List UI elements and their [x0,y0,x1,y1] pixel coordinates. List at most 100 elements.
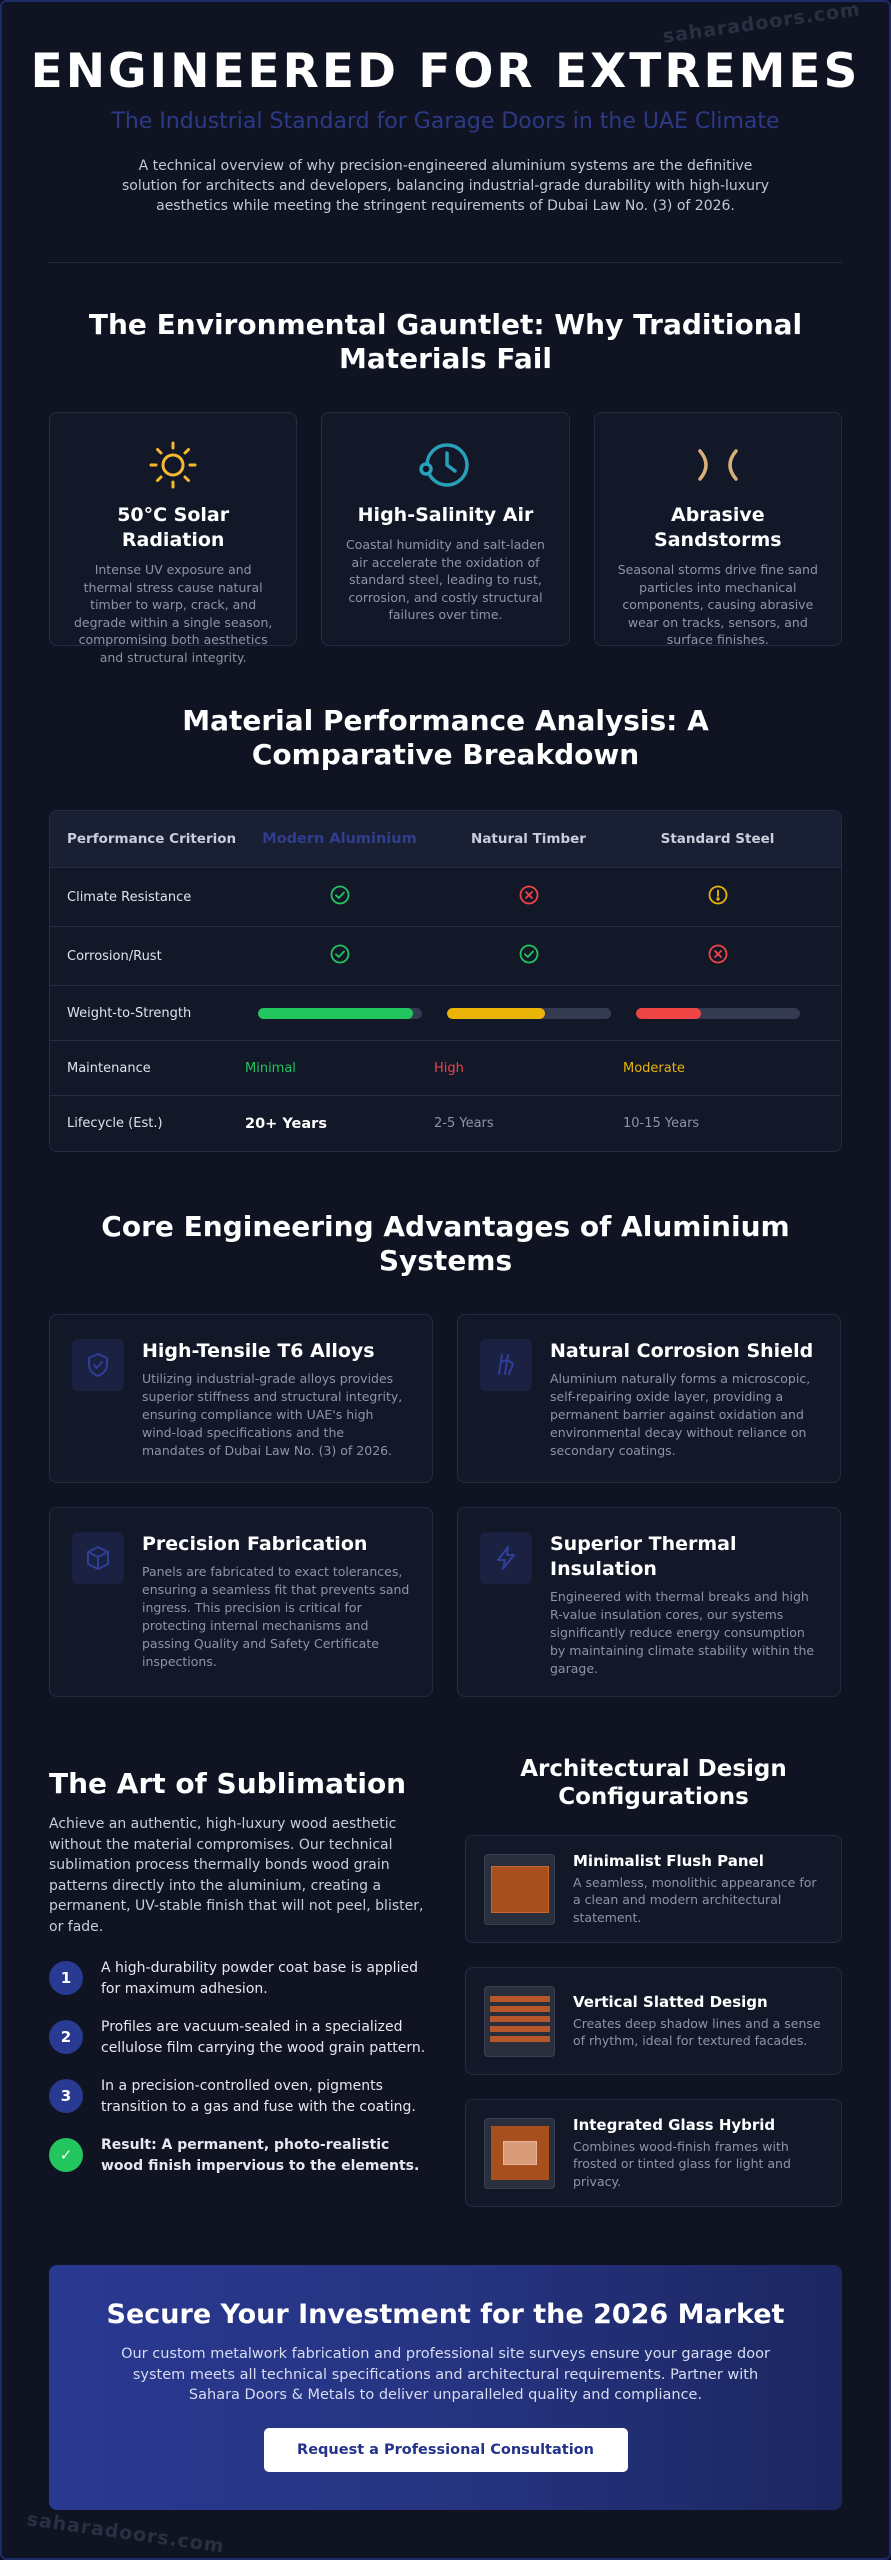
sublimation-configs-section: The Art of Sublimation Achieve an authen… [49,1755,842,2207]
advantage-title: Superior Thermal Insulation [550,1533,737,1580]
check-circle-icon [245,885,434,909]
header-criterion: Performance Criterion [67,831,237,847]
step-text: A high-durability powder coat base is ap… [101,1960,418,1997]
step-number: 3 [49,2079,83,2113]
advantage-card-thermal: Superior Thermal Insulation Engineered w… [457,1507,841,1697]
bar-fill [446,1007,545,1019]
step-number: 1 [49,1961,83,1995]
table-row: Corrosion/Rust [50,926,841,985]
cube-icon [72,1532,124,1584]
gauntlet-title: The Environmental Gauntlet: Why Traditio… [88,308,803,375]
hero-intro: A technical overview of why precision-en… [121,158,769,214]
process-step-result: ✓ Result: A permanent, photo-realistic w… [49,2137,429,2177]
flush-panel-thumbnail [484,1853,555,1925]
header-steel: Standard Steel [660,831,775,847]
maintenance-timber: High [434,1061,623,1076]
advantage-card-alloys: High-Tensile T6 Alloys Utilizing industr… [49,1314,433,1483]
gauntlet-card-text: Coastal humidity and salt-laden air acce… [346,537,545,622]
maintenance-value: Minimal [245,1060,296,1076]
lightning-icon [480,1532,532,1584]
config-title: Integrated Glass Hybrid [573,2115,776,2134]
hero-section: ENGINEERED FOR EXTREMES The Industrial S… [2,2,889,216]
table-row: Maintenance Minimal High Moderate [50,1040,841,1095]
advantage-card-corrosion: Natural Corrosion Shield Aluminium natur… [457,1314,841,1483]
lifecycle-steel: 10-15 Years [623,1116,700,1131]
step-text: Profiles are vacuum-sealed in a speciali… [101,2019,426,2056]
gauntlet-cards: 50°C Solar Radiation Intense UV exposure… [49,412,842,665]
step-text: In a precision-controlled oven, pigments… [101,2078,416,2115]
advantage-text: Aluminium naturally forms a microscopic,… [550,1371,811,1458]
salt-corrosion-icon [344,439,546,491]
x-circle-icon [434,885,623,909]
config-text: Creates deep shadow lines and a sense of… [573,2015,821,2049]
glass-hybrid-thumbnail [484,2117,555,2189]
table-row: Weight-to-Strength [50,985,841,1040]
comparison-table: Performance Criterion Modern Aluminium N… [49,810,842,1152]
process-step: 1 A high-durability powder coat base is … [49,1960,429,2000]
maintenance-aluminium: Minimal [245,1061,434,1076]
comparison-section: Material Performance Analysis: A Compara… [2,704,889,1152]
configs-panel: Architectural Design Configurations Mini… [465,1755,842,2207]
divider [49,262,842,263]
advantage-text: Panels are fabricated to exact tolerance… [142,1564,410,1669]
wind-icon [617,439,819,491]
cta-banner: Secure Your Investment for the 2026 Mark… [49,2265,842,2510]
process-step: 3 In a precision-controlled oven, pigmen… [49,2078,429,2118]
sun-icon [72,439,274,491]
slatted-thumbnail [484,1985,555,2057]
strength-bar-steel [623,1007,812,1019]
gauntlet-card-text: Intense UV exposure and thermal stress c… [73,562,273,665]
step-text: Result: A permanent, photo-realistic woo… [101,2137,420,2174]
maintenance-value: Moderate [623,1060,685,1076]
advantage-text: Engineered with thermal breaks and high … [550,1589,815,1676]
row-label: Maintenance [67,1060,151,1076]
table-header: Performance Criterion Modern Aluminium N… [50,811,841,867]
table-row: Climate Resistance [50,867,841,926]
gauntlet-card-sandstorms: Abrasive Sandstorms Seasonal storms driv… [593,412,842,647]
configs-title: Architectural Design Configurations [520,1756,787,1810]
gauntlet-card-title: High-Salinity Air [357,504,534,526]
bar-fill [635,1007,702,1019]
x-circle-icon [623,944,812,968]
bar-fill [257,1007,414,1019]
watermark-bottom: saharadoors.com [25,2508,226,2558]
advantage-text: Utilizing industrial-grade alloys provid… [142,1371,403,1458]
hero-subtitle: The Industrial Standard for Garage Doors… [111,109,780,134]
cta-title: Secure Your Investment for the 2026 Mark… [106,2299,785,2330]
header-aluminium: Modern Aluminium [262,831,417,847]
row-label: Weight-to-Strength [67,1005,192,1021]
sublimation-panel: The Art of Sublimation Achieve an authen… [49,1755,429,2207]
strength-bar-aluminium [245,1007,434,1019]
comparison-title: Material Performance Analysis: A Compara… [182,704,709,771]
header-timber: Natural Timber [471,831,586,847]
sublimation-lead: Achieve an authentic, high-luxury wood a… [49,1816,424,1935]
row-label: Lifecycle (Est.) [67,1116,163,1131]
hero-title: ENGINEERED FOR EXTREMES [30,44,861,99]
row-label: Corrosion/Rust [67,948,162,964]
sublimation-title: The Art of Sublimation [49,1767,407,1800]
gauntlet-card-text: Seasonal storms drive fine sand particle… [617,562,818,647]
config-text: Combines wood-finish frames with frosted… [573,2138,791,2189]
process-step: 2 Profiles are vacuum-sealed in a specia… [49,2019,429,2059]
consultation-button[interactable]: Request a Professional Consultation [263,2427,628,2472]
check-circle-icon [434,944,623,968]
check-circle-icon [245,944,434,968]
strength-bar-timber [434,1007,623,1019]
advantages-section: Core Engineering Advantages of Aluminium… [2,1210,889,1697]
row-label: Climate Resistance [67,889,192,905]
maintenance-value: High [434,1060,464,1076]
gauntlet-section: The Environmental Gauntlet: Why Traditio… [2,308,889,665]
advantage-card-fabrication: Precision Fabrication Panels are fabrica… [49,1507,433,1697]
lifecycle-timber: 2-5 Years [434,1116,494,1131]
advantage-title: Precision Fabrication [142,1533,368,1555]
advantage-cards: High-Tensile T6 Alloys Utilizing industr… [49,1314,842,1697]
advantage-title: Natural Corrosion Shield [550,1340,814,1362]
cta-text: Our custom metalwork fabrication and pro… [121,2346,770,2403]
gauntlet-card-title: 50°C Solar Radiation [117,504,230,551]
table-row: Lifecycle (Est.) 20+ Years 2-5 Years 10-… [50,1095,841,1151]
advantage-title: High-Tensile T6 Alloys [142,1340,375,1362]
check-icon: ✓ [49,2138,83,2172]
warning-circle-icon [623,885,812,909]
config-title: Vertical Slatted Design [573,1992,768,2011]
